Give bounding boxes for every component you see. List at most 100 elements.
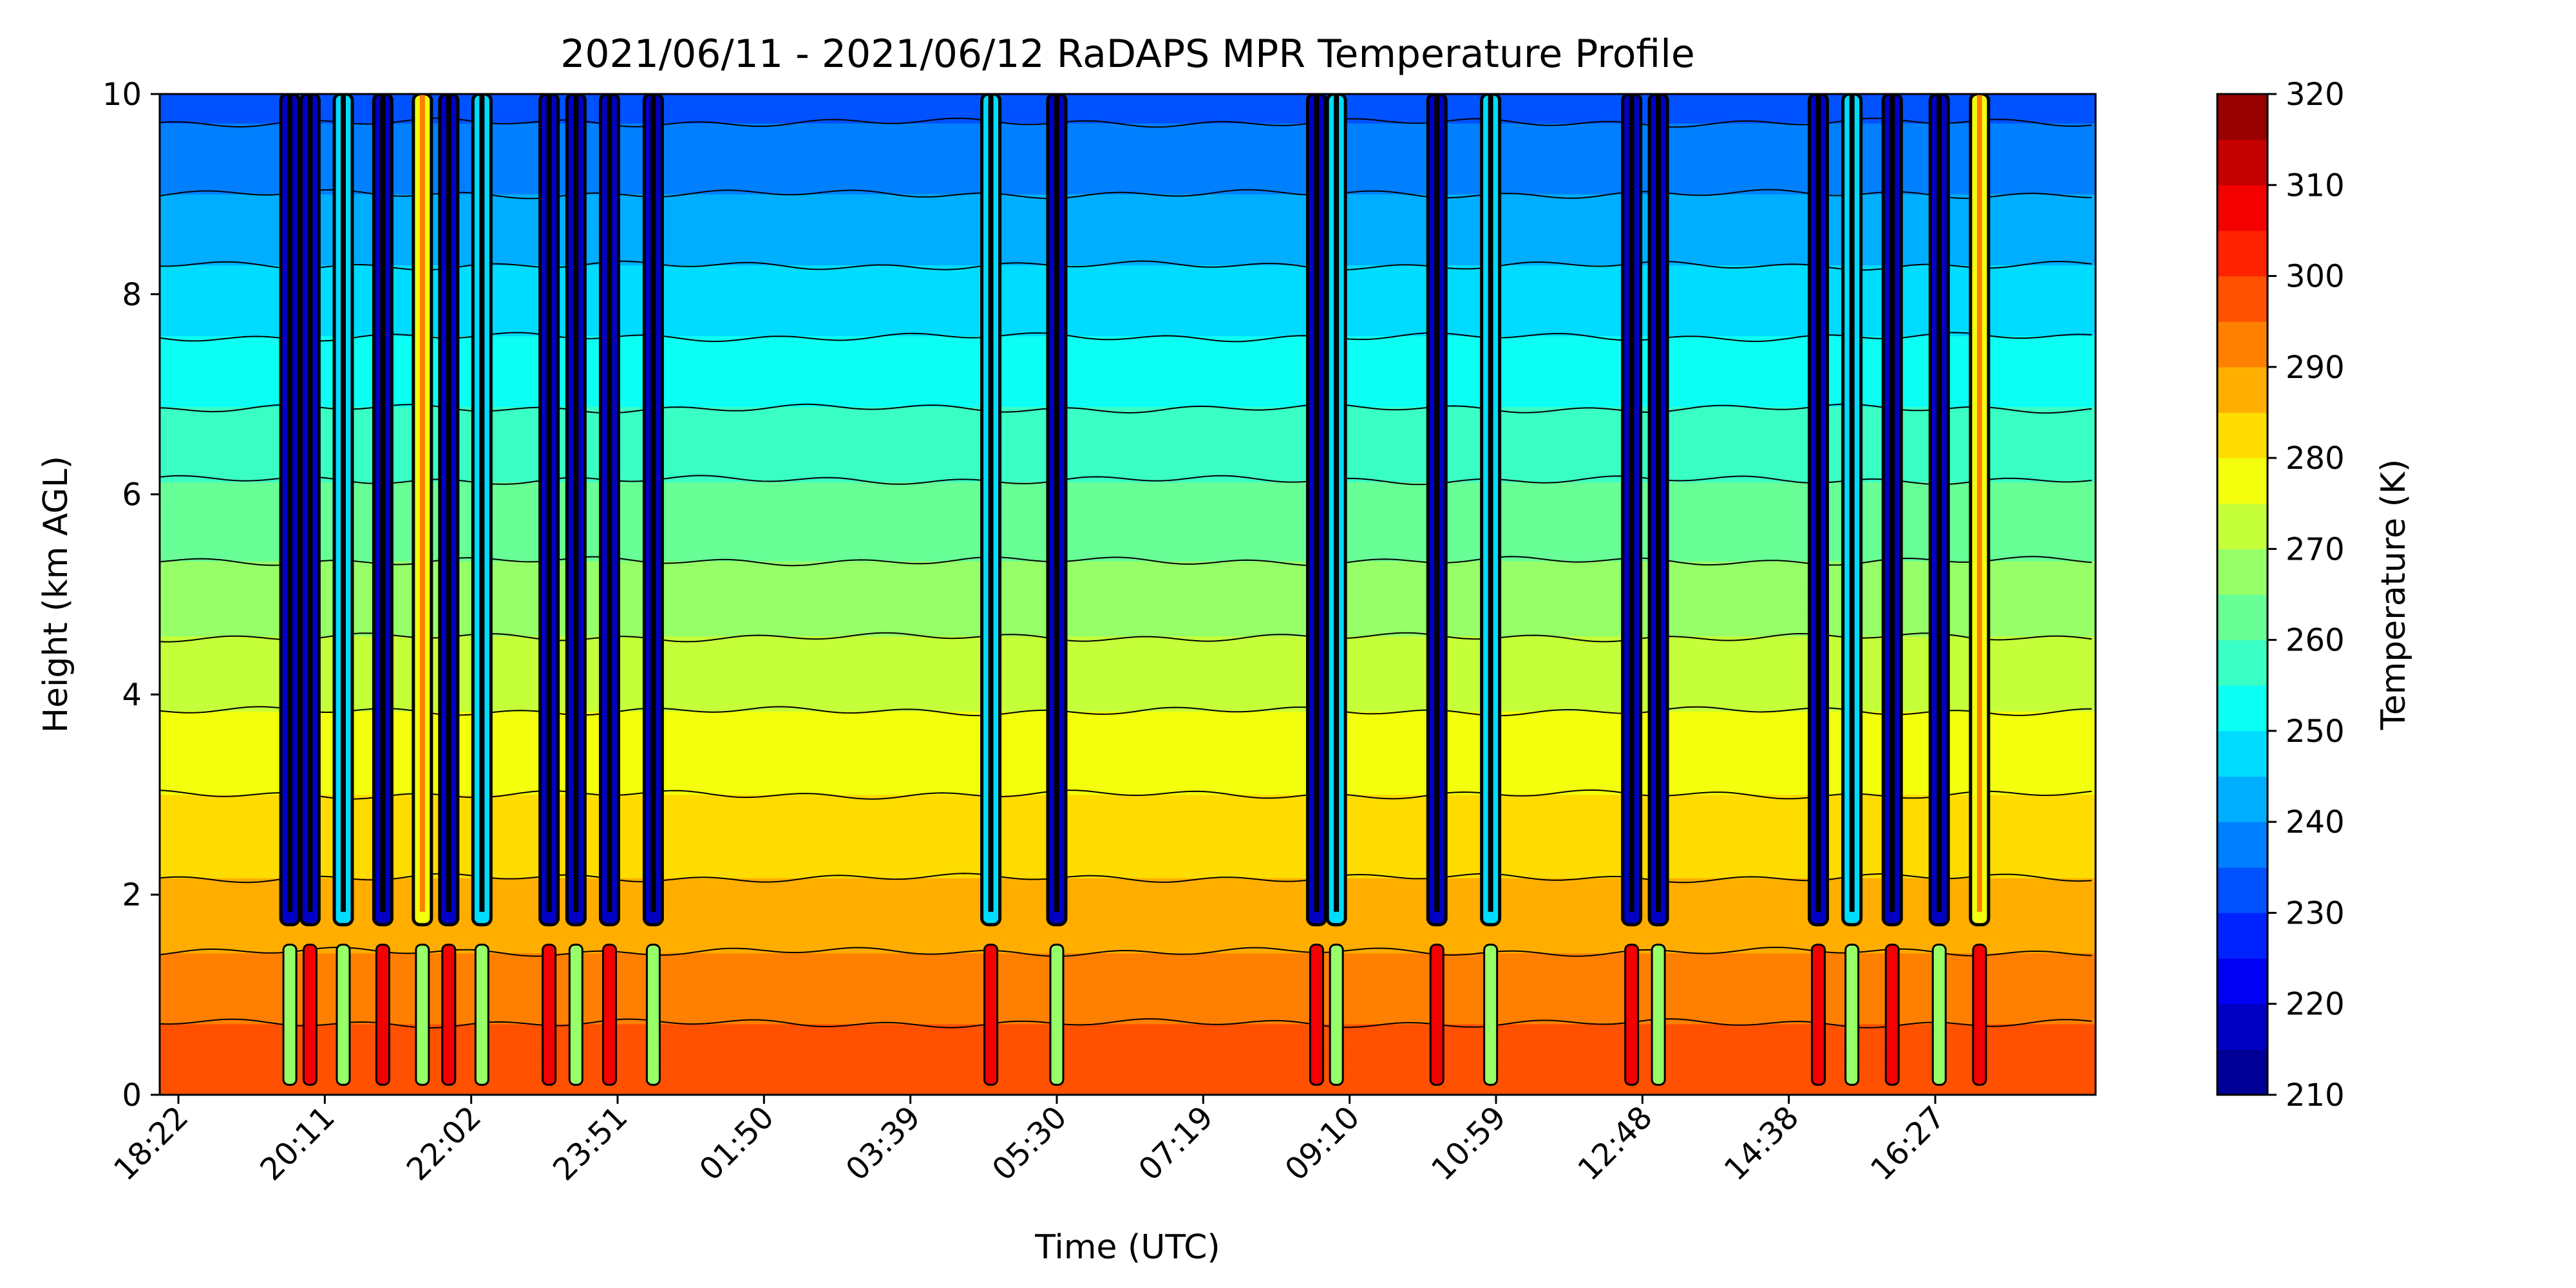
- temperature-band: [160, 732, 2096, 737]
- temperature-band: [160, 548, 2096, 553]
- temperature-band: [160, 748, 2096, 753]
- temperature-band: [160, 398, 2096, 403]
- temperature-band: [160, 1065, 2096, 1070]
- temperature-band: [160, 840, 2096, 845]
- colorbar-band: [2217, 1003, 2268, 1050]
- temperature-band: [160, 723, 2096, 728]
- temperature-band: [160, 540, 2096, 545]
- colorbar-label: Temperature (K): [2374, 459, 2413, 731]
- temperature-band: [160, 857, 2096, 862]
- temperature-band: [160, 1036, 2096, 1041]
- temperature-band: [160, 1082, 2096, 1087]
- temperature-band: [160, 819, 2096, 824]
- temperature-bands: [160, 94, 2096, 1095]
- temperature-band: [160, 823, 2096, 829]
- temperature-band: [160, 327, 2096, 332]
- temperature-band: [160, 185, 2096, 191]
- temperature-band: [160, 973, 2096, 979]
- x-tick-label: 14:38: [1718, 1099, 1806, 1188]
- temperature-band: [160, 598, 2096, 603]
- temperature-band: [160, 218, 2096, 224]
- surface-perturbation: [1931, 943, 1947, 1086]
- temperature-band: [160, 1090, 2096, 1095]
- temperature-band: [160, 206, 2096, 211]
- colorbar-band: [2217, 912, 2268, 959]
- temperature-band: [160, 144, 2096, 149]
- temperature-band: [160, 661, 2096, 666]
- temperature-band: [160, 978, 2096, 983]
- temperature-band: [160, 339, 2096, 345]
- temperature-band: [160, 1027, 2096, 1033]
- disturbance-column-core: [650, 94, 656, 912]
- y-tick-label: 2: [122, 877, 142, 913]
- temperature-band: [160, 619, 2096, 624]
- x-tick-label: 22:02: [400, 1099, 488, 1188]
- temperature-band: [160, 489, 2096, 495]
- colorbar-band: [2217, 958, 2268, 1005]
- temperature-band: [160, 381, 2096, 386]
- temperature-band: [160, 569, 2096, 574]
- surface-perturbation: [1329, 943, 1344, 1086]
- temperature-band: [160, 502, 2096, 507]
- temperature-band: [160, 761, 2096, 766]
- y-tick-label: 0: [122, 1077, 142, 1113]
- temperature-band: [160, 281, 2096, 287]
- surface-perturbation: [601, 943, 617, 1086]
- colorbar-band: [2217, 184, 2268, 231]
- x-tick-label: 12:48: [1571, 1099, 1659, 1188]
- temperature-band: [160, 544, 2096, 549]
- temperature-band: [160, 606, 2096, 612]
- temperature-band: [160, 923, 2096, 929]
- temperature-band: [160, 202, 2096, 207]
- chart-title: 2021/06/11 - 2021/06/12 RaDAPS MPR Tempe…: [560, 32, 1695, 77]
- colorbar-tick-label: 280: [2286, 440, 2345, 477]
- plot-frame: [158, 93, 2097, 1096]
- colorbar-band: [2217, 457, 2268, 504]
- temperature-band: [160, 431, 2096, 437]
- colorbar-bands: [2217, 93, 2268, 1095]
- temperature-band: [160, 852, 2096, 858]
- temperature-band: [160, 181, 2096, 186]
- temperature-band: [160, 427, 2096, 432]
- colorbar-band: [2217, 230, 2268, 277]
- temperature-band: [160, 1040, 2096, 1045]
- colorbar-tick-label: 220: [2286, 987, 2345, 1023]
- temperature-band: [160, 452, 2096, 457]
- temperature-band: [160, 644, 2096, 649]
- temperature-band: [160, 936, 2096, 941]
- temperature-band: [160, 811, 2096, 816]
- temperature-band: [160, 1052, 2096, 1058]
- disturbance-column-core: [419, 94, 425, 912]
- temperature-band: [160, 173, 2096, 178]
- temperature-band: [160, 448, 2096, 453]
- temperature-band: [160, 831, 2096, 837]
- temperature-band: [160, 523, 2096, 528]
- disturbance-column-core: [1815, 94, 1821, 912]
- temperature-band: [160, 744, 2096, 750]
- colorbar-tick-label: 290: [2286, 350, 2345, 386]
- temperature-band: [160, 231, 2096, 236]
- temperature-band: [160, 798, 2096, 804]
- temperature-band: [160, 227, 2096, 232]
- temperature-band: [160, 873, 2096, 878]
- temperature-band: [160, 956, 2096, 962]
- temperature-band: [160, 702, 2096, 708]
- temperature-band: [160, 952, 2096, 958]
- temperature-band: [160, 865, 2096, 870]
- colorbar-band: [2217, 594, 2268, 641]
- temperature-band: [160, 710, 2096, 716]
- temperature-band: [160, 961, 2096, 966]
- temperature-band: [160, 836, 2096, 841]
- temperature-band: [160, 869, 2096, 875]
- temperature-band: [160, 898, 2096, 904]
- temperature-band: [160, 464, 2096, 470]
- disturbance-column-core: [988, 94, 994, 912]
- disturbance-column-core: [573, 94, 579, 912]
- temperature-band: [160, 106, 2096, 111]
- temperature-band: [160, 719, 2096, 724]
- temperature-band: [160, 806, 2096, 812]
- temperature-band: [160, 531, 2096, 536]
- temperature-band: [160, 582, 2096, 587]
- temperature-band: [160, 511, 2096, 516]
- temperature-band: [160, 931, 2096, 937]
